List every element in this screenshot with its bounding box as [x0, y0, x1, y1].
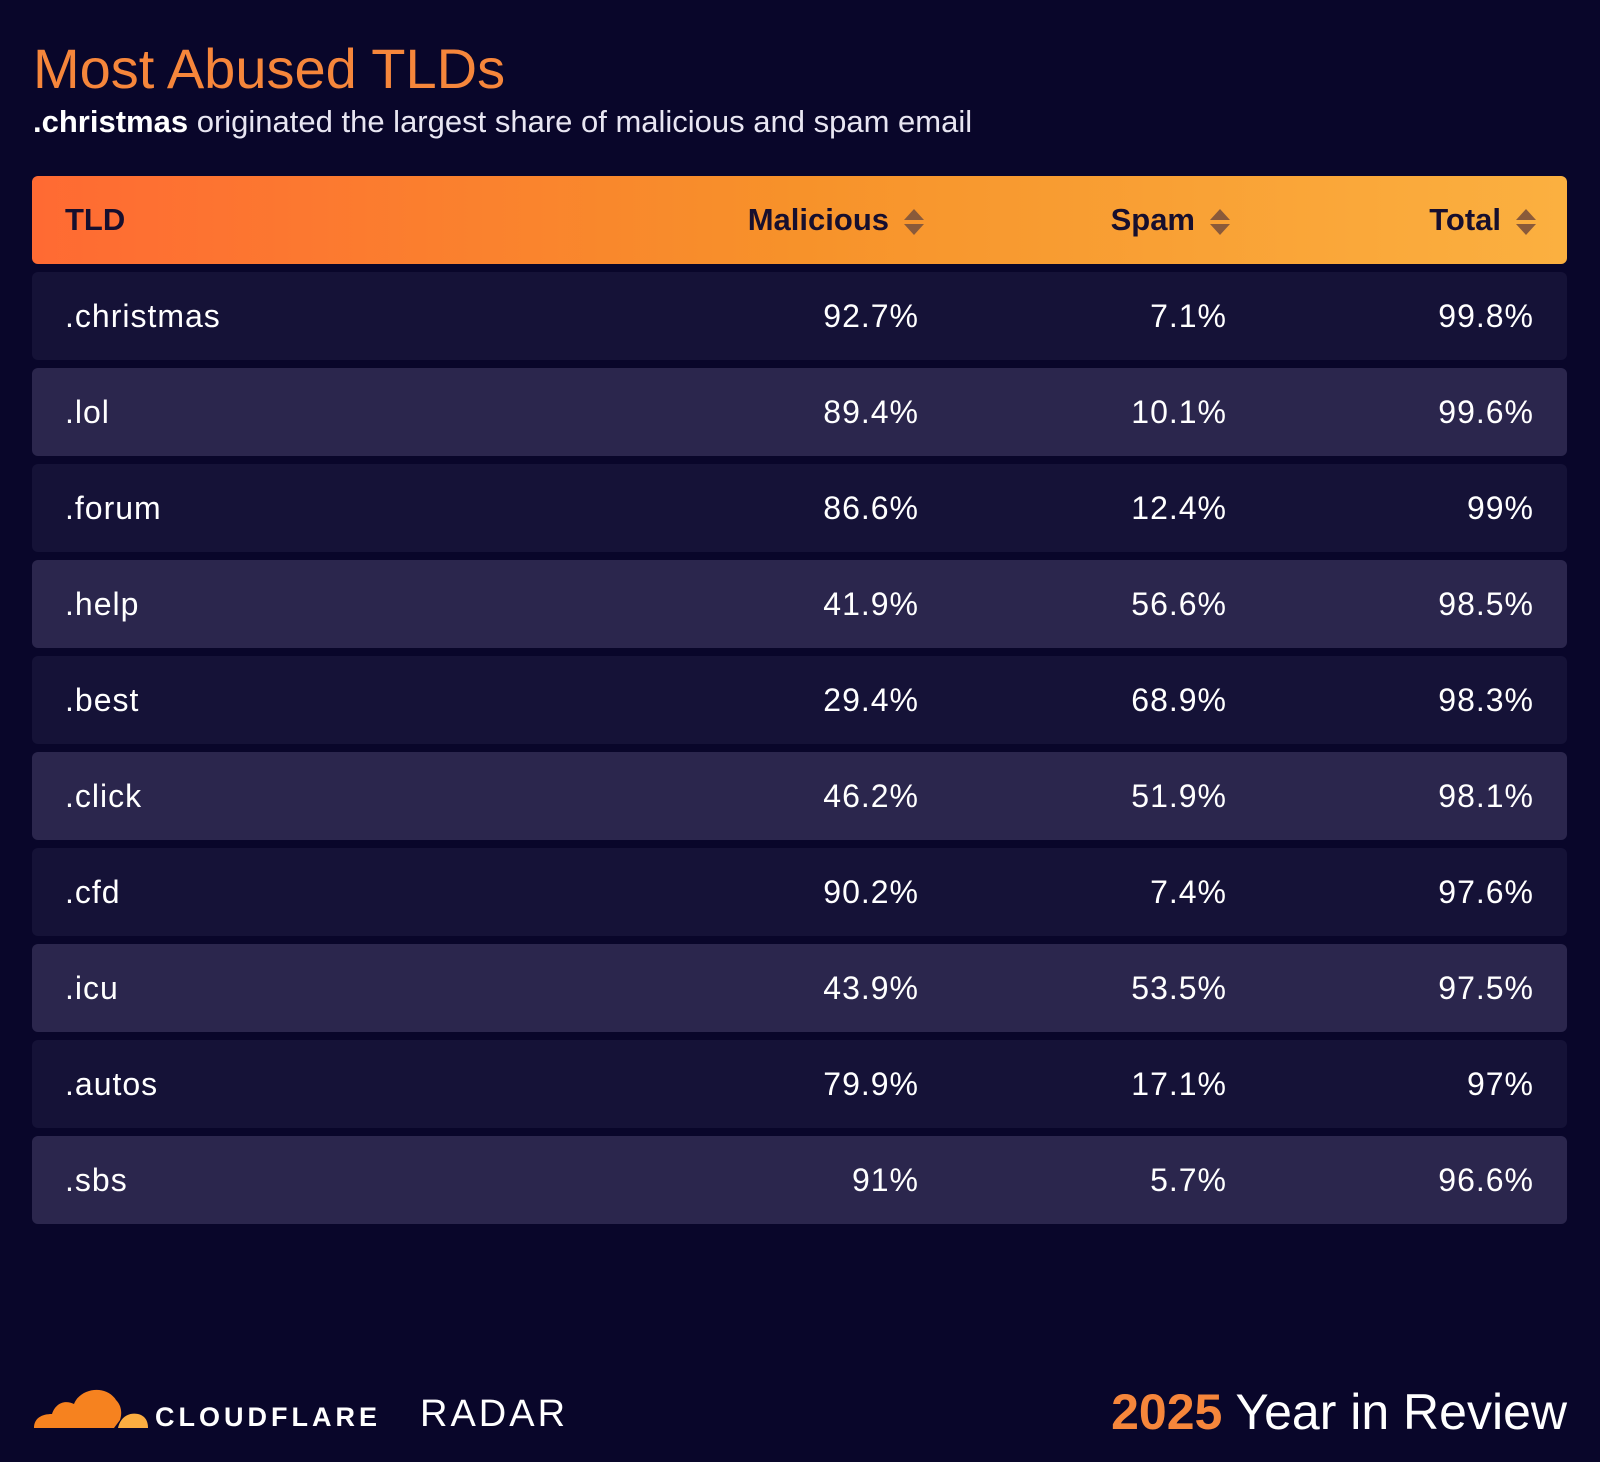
table-cell: 46.2% [823, 778, 919, 814]
table-cell: 41.9% [823, 586, 919, 622]
table-cell: .icu [65, 970, 119, 1006]
table-cell: 90.2% [823, 874, 919, 910]
sort-icon [904, 208, 924, 235]
column-label: TLD [65, 202, 126, 237]
table-cell: 92.7% [823, 298, 919, 334]
table-row: .autos 79.9% 17.1% 97% [32, 1040, 1567, 1128]
sort-header[interactable]: Spam [1111, 176, 1231, 264]
sort-icon [1210, 208, 1230, 235]
table-cell: 68.9% [1131, 682, 1227, 718]
table-cell: .help [65, 586, 140, 622]
table-cell: .christmas [65, 298, 221, 334]
brand: CLOUDFLARE [155, 1402, 381, 1432]
table-cell: 7.1% [1150, 298, 1227, 334]
table-row: .sbs 91% 5.7% 96.6% [32, 1136, 1567, 1224]
year: 2025 [1111, 1384, 1223, 1440]
table-cell: 86.6% [823, 490, 919, 526]
table-row: .help 41.9% 56.6% 98.5% [32, 560, 1567, 648]
table-cell: .best [65, 682, 140, 718]
table-cell: 97.6% [1438, 874, 1534, 910]
table-cell: .autos [65, 1066, 159, 1102]
logo [34, 1389, 148, 1428]
table-cell: 96.6% [1438, 1162, 1534, 1198]
table-cell: 7.4% [1150, 874, 1227, 910]
sort-header[interactable]: Total [1429, 176, 1537, 264]
table-row: .click 46.2% 51.9% 98.1% [32, 752, 1567, 840]
column-label: Malicious [747, 202, 889, 237]
table-cell: 91% [851, 1162, 919, 1198]
sort-icon [1516, 208, 1536, 235]
title: Most Abused TLDs [33, 37, 506, 100]
table-cell: .forum [65, 490, 162, 526]
table-cell: .click [65, 778, 143, 814]
table-cell: 98.3% [1438, 682, 1534, 718]
sort-header[interactable]: Malicious [748, 176, 925, 264]
table-row: .forum 86.6% 12.4% 99% [32, 464, 1567, 552]
table-row: .icu 43.9% 53.5% 97.5% [32, 944, 1567, 1032]
table-row: .christmas 92.7% 7.1% 99.8% [32, 272, 1567, 360]
table-cell: .lol [65, 394, 110, 430]
column-label: Total [1429, 202, 1501, 237]
table-cell: 99.6% [1438, 394, 1534, 430]
column-label: Spam [1110, 202, 1195, 237]
table-cell: 79.9% [823, 1066, 919, 1102]
table-cell: 10.1% [1131, 394, 1227, 430]
table-cell: .cfd [65, 874, 121, 910]
year-label: Year in Review [1235, 1384, 1567, 1440]
table-cell: 51.9% [1131, 778, 1227, 814]
table-cell: 53.5% [1131, 970, 1227, 1006]
table-cell: 98.5% [1438, 586, 1534, 622]
table-row: .cfd 90.2% 7.4% 97.6% [32, 848, 1567, 936]
year-in-review: 2025 Year in Review [1111, 1383, 1567, 1441]
table-row: .lol 89.4% 10.1% 99.6% [32, 368, 1567, 456]
table-cell: 5.7% [1150, 1162, 1227, 1198]
table-cell: 17.1% [1131, 1066, 1227, 1102]
table-cell: 97.5% [1438, 970, 1534, 1006]
table: TLD Malicious Spam Total .christmas 92.7% 7.1%… [32, 176, 1567, 1232]
table-cell: 98.1% [1438, 778, 1534, 814]
subtitle: .christmas originated the largest share … [33, 104, 972, 140]
column-header: TLD [65, 176, 125, 264]
table-cell: 56.6% [1131, 586, 1227, 622]
table-cell: 99% [1466, 490, 1534, 526]
table-cell: 97% [1466, 1066, 1534, 1102]
table-cell: 89.4% [823, 394, 919, 430]
table-cell: 29.4% [823, 682, 919, 718]
subtitle-text: originated the largest share of maliciou… [196, 104, 973, 139]
table-cell: 12.4% [1131, 490, 1227, 526]
table-cell: .sbs [65, 1162, 128, 1198]
header-row: TLD Malicious Spam Total [32, 176, 1567, 264]
table-cell: 99.8% [1438, 298, 1534, 334]
table-cell: 43.9% [823, 970, 919, 1006]
table-row: .best 29.4% 68.9% 98.3% [32, 656, 1567, 744]
subtitle-bold: .christmas [33, 104, 189, 139]
product: RADAR [420, 1393, 569, 1435]
